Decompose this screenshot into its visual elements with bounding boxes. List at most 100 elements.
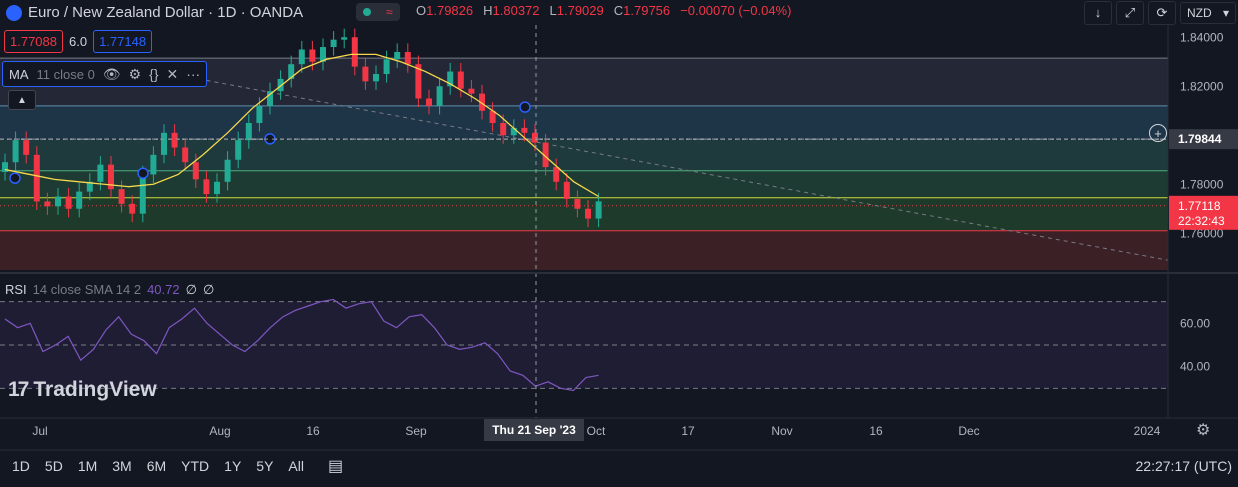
candle-body <box>150 154 157 175</box>
signal-marker <box>137 167 149 179</box>
more-icon[interactable]: ··· <box>186 66 201 82</box>
snapshot-icon[interactable]: ⟳ <box>1148 0 1176 25</box>
range-5d[interactable]: 5D <box>44 458 63 474</box>
time-tick-label: Nov <box>771 424 792 438</box>
ma-params: 11 close 0 <box>36 66 95 82</box>
crosshair-time-box <box>484 419 584 441</box>
candle-body <box>521 127 528 133</box>
arrow-down-icon[interactable]: ↓ <box>1084 0 1112 25</box>
close-icon[interactable]: ✕ <box>166 65 179 82</box>
candle-body <box>139 174 146 214</box>
range-ytd[interactable]: YTD <box>181 458 210 474</box>
chart-top-toolbar: ↓ ⤢ ⟳ NZD ▾ <box>1084 0 1238 25</box>
collapse-legend-button[interactable]: ▲ <box>8 90 36 110</box>
candle-body <box>108 164 114 190</box>
fullscreen-icon[interactable]: ⤢ <box>1116 0 1144 25</box>
trend-line <box>119 63 1169 261</box>
candle-body <box>309 49 316 62</box>
candle-body <box>532 132 538 143</box>
candle-body <box>510 127 517 136</box>
candle-body <box>447 71 454 87</box>
currency-label: NZD <box>1187 5 1212 20</box>
timezone-clock[interactable]: 22:27:17 (UTC) <box>1135 458 1232 474</box>
range-5y[interactable]: 5Y <box>256 458 274 474</box>
market-status[interactable]: ≈ <box>356 3 400 21</box>
time-tick-label: Jul <box>32 424 47 438</box>
countdown-label: 22:32:43 <box>1178 214 1225 228</box>
ohlc-low: 1.79029 <box>556 3 604 18</box>
sell-button[interactable]: 1.77088 <box>4 30 63 53</box>
crosshair-price-box <box>1169 129 1238 150</box>
candle-body <box>12 140 19 163</box>
buy-button[interactable]: 1.77148 <box>93 30 153 53</box>
range-6m[interactable]: 6M <box>146 458 167 474</box>
candle-body <box>436 86 443 106</box>
tradingview-logo-icon: 17 <box>8 378 29 401</box>
candle-body <box>65 196 72 209</box>
price-tick-label: 1.78000 <box>1180 177 1224 191</box>
ma-legend[interactable]: MA 11 close 0 👁 ⚙ {} ✕ ··· <box>2 61 208 87</box>
time-tick-label: 16 <box>306 424 320 438</box>
candle-body <box>553 167 560 182</box>
gear-icon[interactable]: ⚙ <box>128 65 142 82</box>
rsi-value-2: ∅ <box>185 282 197 297</box>
candle-body <box>76 191 83 209</box>
fib-band <box>0 170 1168 198</box>
fib-band <box>0 105 1168 140</box>
symbol-title[interactable]: Euro / New Zealand Dollar · 1D · OANDA <box>28 4 304 21</box>
candle-body <box>23 140 30 155</box>
range-all[interactable]: All <box>288 458 304 474</box>
range-1y[interactable]: 1Y <box>224 458 242 474</box>
candle-body <box>351 37 358 67</box>
range-3m[interactable]: 3M <box>112 458 132 474</box>
candle-body <box>479 93 485 111</box>
candle-body <box>214 181 220 195</box>
time-tick-label: Sep <box>405 424 427 438</box>
candle-body <box>2 162 8 172</box>
time-tick-label: 17 <box>681 424 695 438</box>
tradingview-logo[interactable]: 17 TradingView <box>8 378 157 402</box>
time-tick-label: Aug <box>209 424 230 438</box>
signal-marker <box>9 172 21 184</box>
candle-body <box>245 123 252 141</box>
candle-body <box>171 132 178 148</box>
eye-icon[interactable]: 👁 <box>102 65 121 82</box>
candle-body <box>161 132 167 155</box>
source-code-icon[interactable]: {} <box>149 66 159 82</box>
time-tick-label: 16 <box>869 424 883 438</box>
bid-ask-panel: 1.77088 6.0 1.77148 <box>4 30 153 53</box>
candle-body <box>44 201 51 207</box>
candle-body <box>320 47 326 62</box>
candle-body <box>298 49 305 65</box>
rsi-params: 14 close SMA 14 2 <box>32 282 142 297</box>
range-1d[interactable]: 1D <box>12 458 30 474</box>
price-tick-label: 1.82000 <box>1180 79 1224 93</box>
rsi-legend[interactable]: RSI 14 close SMA 14 2 40.72 ∅ ∅ <box>5 282 214 298</box>
candle-body <box>542 142 549 168</box>
chart-settings-icon[interactable]: ⚙ <box>1196 422 1211 439</box>
market-open-icon <box>363 8 372 16</box>
time-tick-label: 2024 <box>1134 424 1161 438</box>
ohlc-close: 1.79756 <box>623 3 671 18</box>
price-tick-label: 1.84000 <box>1180 30 1224 44</box>
rsi-tick-label: 40.00 <box>1180 360 1210 374</box>
spread-value: 6.0 <box>69 34 88 49</box>
crosshair-price-label: 1.79844 <box>1178 132 1222 146</box>
candle-body <box>563 181 570 199</box>
range-1m[interactable]: 1M <box>77 458 98 474</box>
chevron-up-icon: ▲ <box>17 94 27 106</box>
candle-body <box>224 159 231 182</box>
candle-body <box>182 147 189 163</box>
candle-body <box>192 162 199 180</box>
candle-body <box>489 110 496 123</box>
currency-select[interactable]: NZD ▾ <box>1180 1 1236 24</box>
bottom-toolbar: 1D 5D 1M 3M 6M YTD 1Y 5Y All ▤ 22:27:17 … <box>0 450 1238 482</box>
add-crosshair-icon[interactable]: + <box>1149 124 1167 142</box>
candle-body <box>585 208 591 219</box>
candle-body <box>383 59 390 74</box>
date-range-icon[interactable]: ▤ <box>327 458 344 475</box>
chevron-down-icon: ▾ <box>1222 5 1229 20</box>
candle-body <box>256 105 263 123</box>
